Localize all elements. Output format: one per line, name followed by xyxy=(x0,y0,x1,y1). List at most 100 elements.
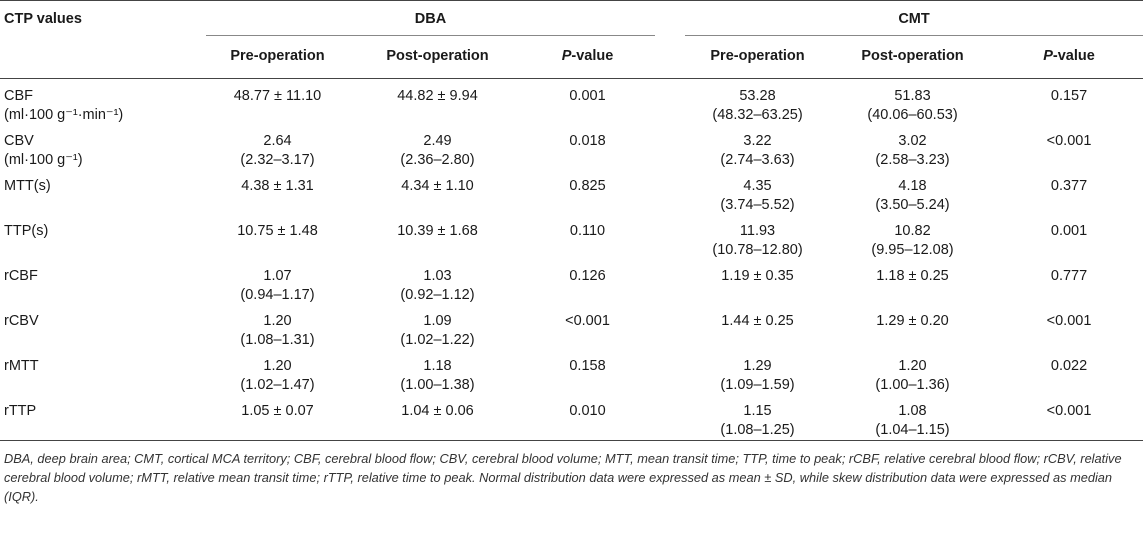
cmt-pre-cell-subvalue: (2.74–3.63) xyxy=(720,152,795,168)
dba-pre-header: Pre-operation xyxy=(230,48,325,64)
table-row: TTP(s) 10.75 ± 1.48 10.39 ± 1.68 0.110 11.93… xyxy=(0,215,1143,260)
dba-p-cell: 0.126 xyxy=(520,260,655,305)
dba-post-cell-value: 1.18 xyxy=(423,358,452,374)
dba-p-cell: 0.018 xyxy=(520,125,655,170)
dba-p-cell: 0.825 xyxy=(520,170,655,215)
dba-p-cell-value: 0.001 xyxy=(569,88,606,104)
cmt-p-cell-value: 0.777 xyxy=(1050,268,1088,284)
cmt-pre-cell-subvalue: (48.32–63.25) xyxy=(712,107,803,123)
dba-post-cell-value: 1.03 xyxy=(423,268,452,284)
cmt-post-cell-subvalue: (3.50–5.24) xyxy=(875,197,950,213)
cmt-post-header: Post-operation xyxy=(861,48,964,64)
spacer xyxy=(655,350,685,395)
cmt-post-cell-value: 51.83 xyxy=(894,88,931,104)
group-header-cmt: CMT xyxy=(685,1,1143,36)
cmt-pre-cell: 3.22 (2.74–3.63) xyxy=(685,125,830,170)
row-label-value: CBF xyxy=(4,88,33,104)
stub-header: CTP values xyxy=(4,11,82,27)
cmt-pre-cell-value: 1.19 ± 0.35 xyxy=(721,268,794,284)
dba-pre-cell-value: 48.77 ± 11.10 xyxy=(233,88,322,104)
dba-post-cell-subvalue: (1.02–1.22) xyxy=(400,332,475,348)
row-label: TTP(s) xyxy=(0,215,200,260)
row-label-value: rCBV xyxy=(4,313,39,329)
cmt-p-cell-value: <0.001 xyxy=(1046,313,1092,329)
row-label: rCBV xyxy=(0,305,200,350)
row-label-value: TTP(s) xyxy=(4,223,49,239)
dba-post-cell-value: 1.04 ± 0.06 xyxy=(401,403,474,419)
cmt-pre-cell-value: 11.93 xyxy=(739,223,776,239)
cmt-post-cell-value: 1.18 ± 0.25 xyxy=(876,268,949,284)
cmt-post-cell: 51.83 (40.06–60.53) xyxy=(830,79,995,126)
cmt-pre-header: Pre-operation xyxy=(710,48,805,64)
dba-post-cell-subvalue: (1.00–1.38) xyxy=(400,377,475,393)
cmt-p-cell: 0.001 xyxy=(995,215,1143,260)
cmt-pre-cell-subvalue: (3.74–5.52) xyxy=(720,197,795,213)
dba-post-cell-subvalue: (2.36–2.80) xyxy=(400,152,475,168)
cmt-pre-cell: 1.15 (1.08–1.25) xyxy=(685,395,830,440)
dba-post-cell-subvalue: (0.92–1.12) xyxy=(400,287,475,303)
cmt-pre-cell: 53.28 (48.32–63.25) xyxy=(685,79,830,126)
dba-pre-cell: 10.75 ± 1.48 xyxy=(200,215,355,260)
row-label: CBF (ml·100 g⁻¹·min⁻¹) xyxy=(0,79,200,126)
cmt-pre-cell-value: 3.22 xyxy=(743,133,772,149)
spacer xyxy=(655,305,685,350)
cmt-post-cell-value: 4.18 xyxy=(898,178,927,194)
dba-pre-cell-subvalue: (0.94–1.17) xyxy=(240,287,315,303)
dba-p-cell-value: 0.825 xyxy=(569,178,606,194)
table-row: rTTP 1.05 ± 0.07 1.04 ± 0.06 0.010 1.15 (1.08… xyxy=(0,395,1143,440)
cmt-pre-cell-value: 1.44 ± 0.25 xyxy=(721,313,794,329)
cmt-p-cell: 0.022 xyxy=(995,350,1143,395)
dba-pre-cell-value: 4.38 ± 1.31 xyxy=(241,178,314,194)
row-label: rMTT xyxy=(0,350,200,395)
cmt-post-cell-subvalue: (1.00–1.36) xyxy=(875,377,950,393)
cmt-p-cell: 0.377 xyxy=(995,170,1143,215)
cmt-p-cell: <0.001 xyxy=(995,395,1143,440)
cmt-p-cell-value: <0.001 xyxy=(1046,403,1092,419)
dba-post-cell: 1.04 ± 0.06 xyxy=(355,395,520,440)
group-header-dba: DBA xyxy=(200,1,656,36)
cmt-post-cell: 1.08 (1.04–1.15) xyxy=(830,395,995,440)
dba-post-cell: 2.49 (2.36–2.80) xyxy=(355,125,520,170)
row-label: rCBF xyxy=(0,260,200,305)
cmt-pre-cell: 1.29 (1.09–1.59) xyxy=(685,350,830,395)
dba-pre-cell-value: 2.64 xyxy=(263,133,292,149)
cmt-post-cell-value: 1.20 xyxy=(898,358,927,374)
cmt-post-cell-value: 3.02 xyxy=(898,133,927,149)
cmt-post-cell: 3.02 (2.58–3.23) xyxy=(830,125,995,170)
cmt-post-cell: 10.82 (9.95–12.08) xyxy=(830,215,995,260)
row-label-value: MTT(s) xyxy=(4,178,51,194)
spacer xyxy=(655,125,685,170)
row-label: MTT(s) xyxy=(0,170,200,215)
dba-pre-cell-subvalue: (1.08–1.31) xyxy=(240,332,315,348)
cmt-pre-cell: 1.19 ± 0.35 xyxy=(685,260,830,305)
cmt-p-cell-value: <0.001 xyxy=(1046,133,1092,149)
cmt-pre-cell-subvalue: (10.78–12.80) xyxy=(712,242,803,258)
cmt-p-cell-value: 0.001 xyxy=(1050,223,1088,239)
cmt-p-cell: <0.001 xyxy=(995,305,1143,350)
dba-pre-cell-value: 1.20 xyxy=(263,313,292,329)
dba-p-cell: 0.010 xyxy=(520,395,655,440)
dba-p-cell-value: 0.158 xyxy=(569,358,606,374)
dba-p-cell: <0.001 xyxy=(520,305,655,350)
dba-post-cell: 10.39 ± 1.68 xyxy=(355,215,520,260)
cmt-p-cell-value: 0.377 xyxy=(1050,178,1088,194)
dba-pre-cell: 2.64 (2.32–3.17) xyxy=(200,125,355,170)
spacer xyxy=(655,170,685,215)
dba-post-cell-value: 1.09 xyxy=(423,313,452,329)
dba-post-cell: 1.18 (1.00–1.38) xyxy=(355,350,520,395)
cmt-p-cell: 0.157 xyxy=(995,79,1143,126)
dba-post-cell: 1.09 (1.02–1.22) xyxy=(355,305,520,350)
cmt-pre-cell-value: 1.15 xyxy=(743,403,772,419)
table-row: MTT(s) 4.38 ± 1.31 4.34 ± 1.10 0.825 4.35 (3.… xyxy=(0,170,1143,215)
dba-p-cell-value: 0.010 xyxy=(569,403,606,419)
spacer xyxy=(655,260,685,305)
dba-pre-cell: 48.77 ± 11.10 xyxy=(200,79,355,126)
cmt-pre-cell-subvalue: (1.08–1.25) xyxy=(720,422,795,438)
table-row: rCBF 1.07 (0.94–1.17) 1.03 (0.92–1.12) 0.126 1… xyxy=(0,260,1143,305)
cmt-pre-cell: 11.93 (10.78–12.80) xyxy=(685,215,830,260)
dba-pre-cell-subvalue: (1.02–1.47) xyxy=(240,377,315,393)
spacer xyxy=(655,79,685,126)
cmt-post-cell-subvalue: (2.58–3.23) xyxy=(875,152,950,168)
table-footnote: DBA, deep brain area; CMT, cortical MCA … xyxy=(4,451,1122,504)
row-label-value: rTTP xyxy=(4,403,37,419)
